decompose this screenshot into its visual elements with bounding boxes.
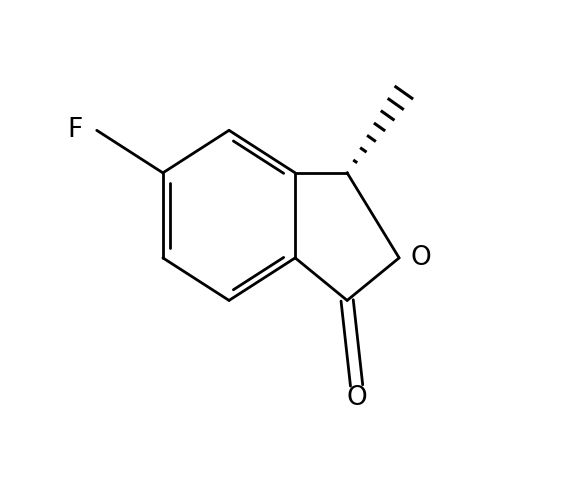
Text: O: O — [346, 385, 367, 412]
Text: F: F — [67, 117, 83, 143]
Text: O: O — [411, 245, 432, 271]
